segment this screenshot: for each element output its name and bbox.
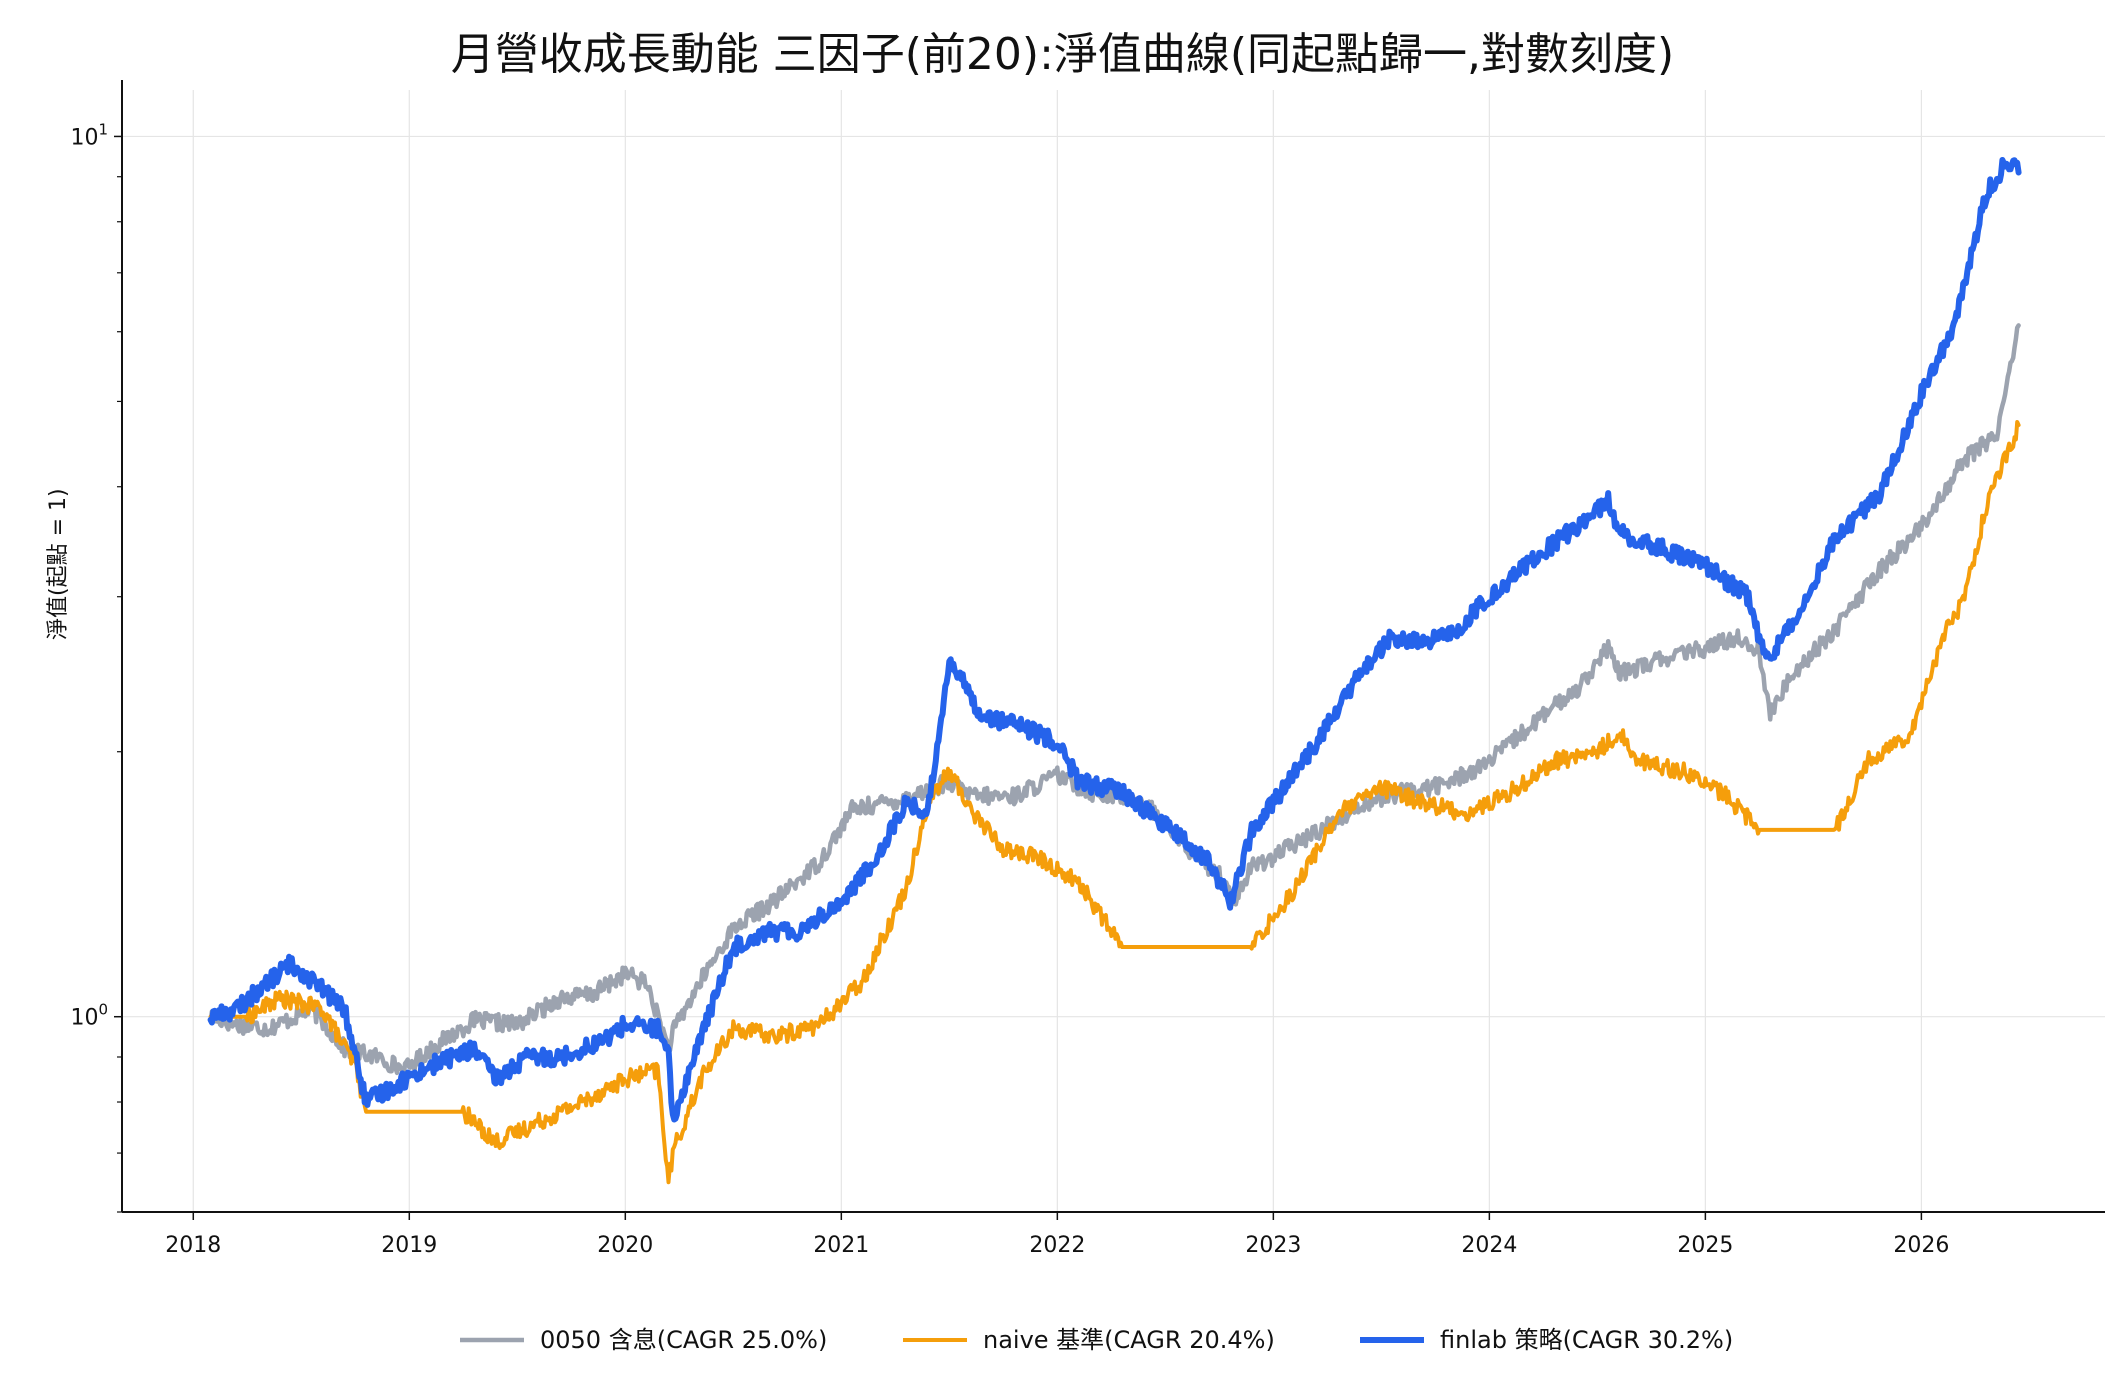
legend-label: finlab 策略(CAGR 30.2%) xyxy=(1440,1326,1733,1354)
x-tick-label: 2018 xyxy=(165,1233,221,1258)
x-tick-label: 2025 xyxy=(1677,1233,1733,1258)
y-tick-label: 101 xyxy=(70,120,108,150)
series-line xyxy=(208,323,2021,1081)
x-tick-label: 2023 xyxy=(1245,1233,1301,1258)
x-tick-label: 2019 xyxy=(381,1233,437,1258)
legend-label: naive 基準(CAGR 20.4%) xyxy=(983,1326,1275,1354)
series-line xyxy=(207,157,2022,1123)
series-line xyxy=(208,420,2021,1185)
x-tick-label: 2021 xyxy=(813,1233,869,1258)
x-tick-label: 2022 xyxy=(1029,1233,1085,1258)
legend-label: 0050 含息(CAGR 25.0%) xyxy=(540,1326,827,1354)
legend: 0050 含息(CAGR 25.0%) naive 基準(CAGR 20.4%) f… xyxy=(460,1326,1733,1354)
chart-title: 月營收成長動能 三因子(前20):淨值曲線(同起點歸一,對數刻度) xyxy=(450,29,1675,80)
grid-layer xyxy=(122,90,2105,1212)
x-tick-label: 2024 xyxy=(1461,1233,1517,1258)
y-tick-label: 100 xyxy=(70,1001,108,1031)
x-tick-label: 2020 xyxy=(597,1233,653,1258)
x-tick-label: 2026 xyxy=(1893,1233,1949,1258)
series-layer xyxy=(207,157,2022,1185)
